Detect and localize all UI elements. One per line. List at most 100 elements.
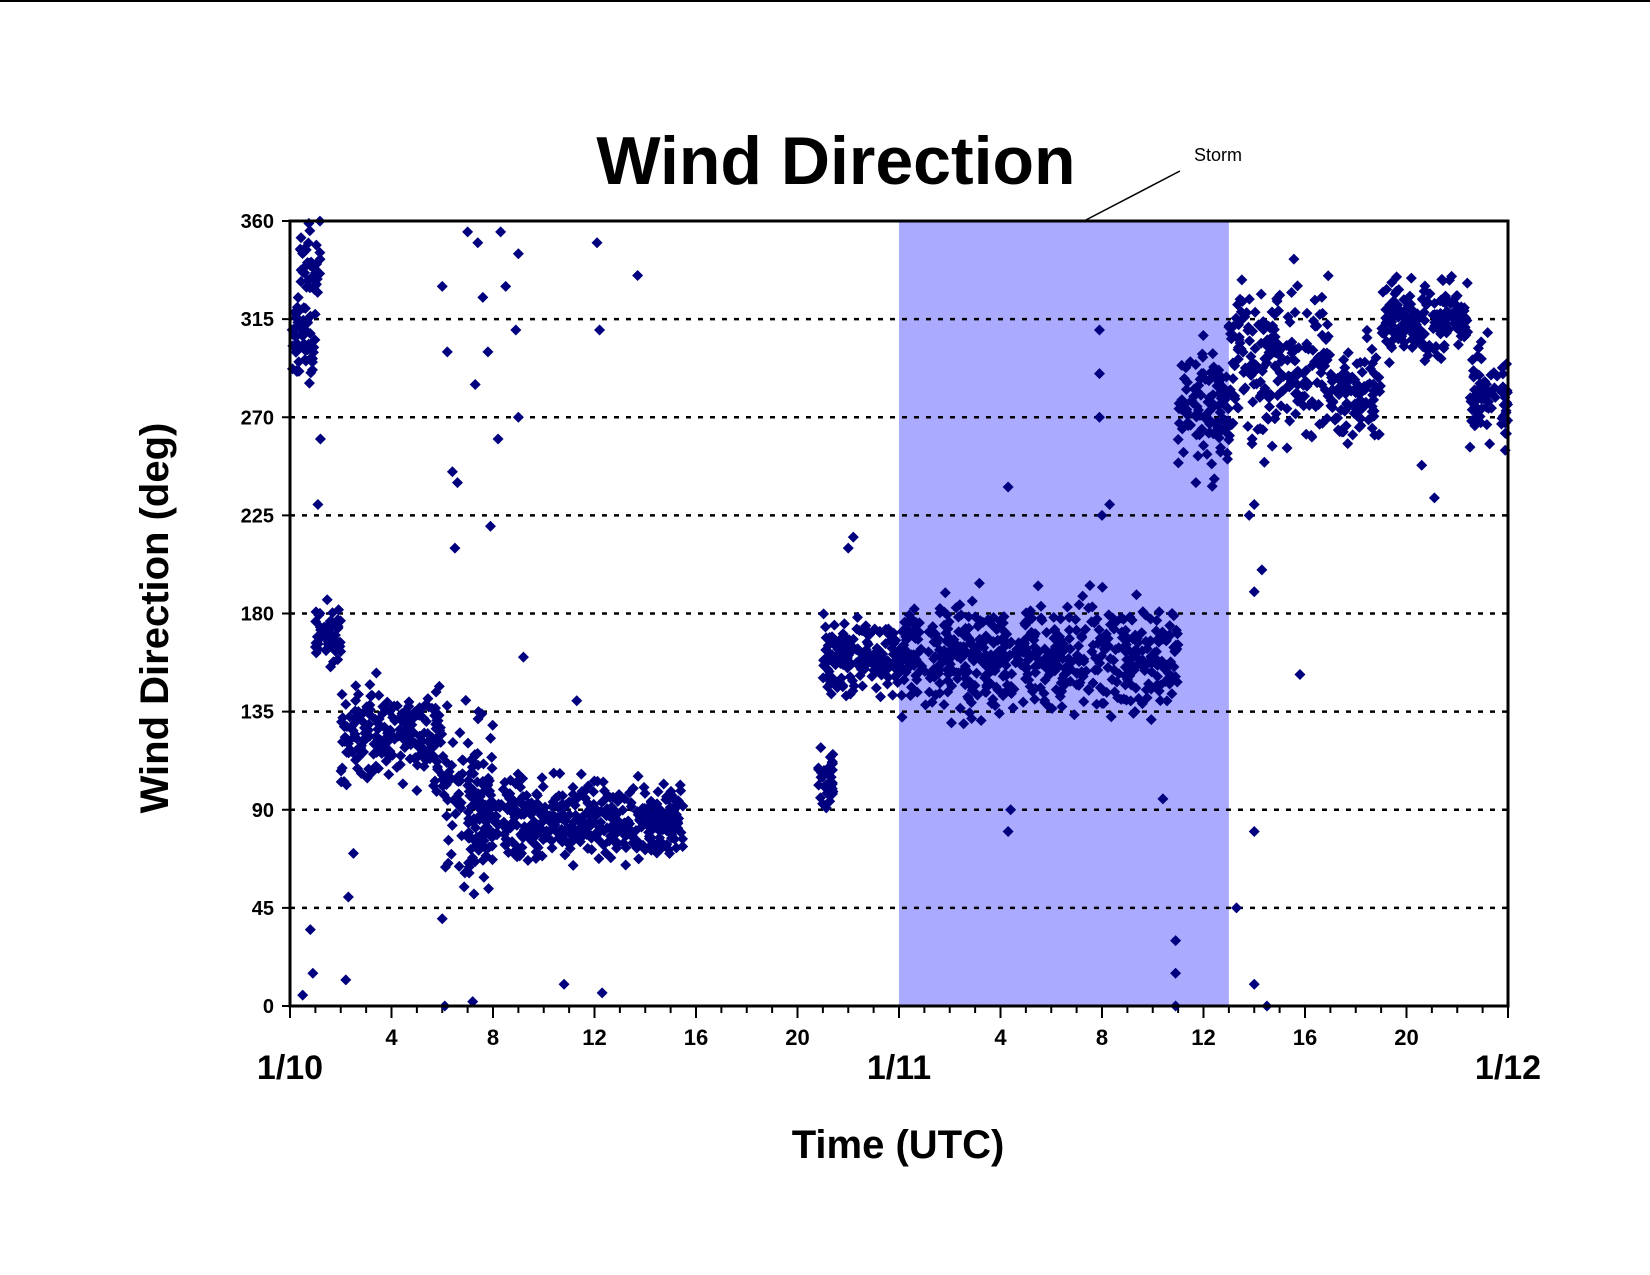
data-point [477,827,489,839]
data-point [825,688,837,700]
data-point [347,847,359,859]
data-point [601,822,613,834]
data-point [902,616,914,628]
data-point [929,628,941,640]
data-point [1258,456,1270,468]
data-point [1284,415,1296,427]
data-point [1039,674,1051,686]
data-point [1159,663,1171,675]
data-point [1338,354,1350,366]
data-point [1269,308,1281,320]
data-point [579,792,591,804]
data-point [310,239,322,251]
data-point [310,647,322,659]
data-point [1466,354,1478,366]
y-tick-label: 315 [241,309,274,331]
data-point [438,789,450,801]
data-point [304,924,316,936]
data-point [998,611,1010,623]
data-point [498,816,510,828]
data-point [1161,695,1173,707]
data-point [492,433,504,445]
data-point [332,654,344,666]
data-point [1204,426,1216,438]
data-point [627,782,639,794]
data-point [650,800,662,812]
data-point [1119,670,1131,682]
data-point [1247,396,1259,408]
data-point [446,819,458,831]
data-point [880,638,892,650]
data-point [822,640,834,652]
data-point [1222,403,1234,415]
data-point [372,723,384,735]
data-point [548,767,560,779]
data-point [394,711,406,723]
data-point [1177,446,1189,458]
data-point [658,778,670,790]
data-point [1266,440,1278,452]
data-point [463,857,475,869]
data-point [450,792,462,804]
data-point [536,772,548,784]
data-point [511,819,523,831]
y-axis-ticks: 0 45 90 135 180 225 270 315 360 [241,211,290,1018]
data-point [893,655,905,667]
data-point [1345,385,1357,397]
data-point [554,768,566,780]
data-point [567,781,579,793]
data-point [632,270,644,282]
data-point [826,764,838,776]
data-point [1339,405,1351,417]
data-point [310,267,322,279]
data-point [1288,369,1300,381]
data-point [460,694,472,706]
data-point [1387,321,1399,333]
y-axis-title: Wind Direction (deg) [133,423,177,814]
data-point [312,498,324,510]
data-point [516,830,528,842]
x-tick-label: 8 [487,1025,499,1050]
data-point [1234,337,1246,349]
y-tick-label: 135 [241,702,274,724]
data-point [1446,270,1458,282]
data-point [1026,685,1038,697]
data-point [1192,450,1204,462]
data-point [835,672,847,684]
data-point [388,700,400,712]
data-point [1010,657,1022,669]
data-point [470,822,482,834]
data-point [472,759,484,771]
data-point [901,646,913,658]
data-point [1429,317,1441,329]
data-point [1141,692,1153,704]
data-point [499,776,511,788]
data-point [815,792,827,804]
data-point [1419,315,1431,327]
data-point [1039,695,1051,707]
data-point [364,679,376,691]
data-point [677,800,689,812]
data-point [1309,294,1321,306]
data-point [594,324,606,336]
data-point [530,853,542,865]
data-point [1436,273,1448,285]
data-point [1049,625,1061,637]
data-point [1156,626,1168,638]
data-point [426,702,438,714]
data-point [1254,422,1266,434]
data-point [314,253,326,265]
data-point [1398,294,1410,306]
y-tick-label: 270 [241,407,274,429]
data-point [515,793,527,805]
data-point [1048,649,1060,661]
data-point [1418,306,1430,318]
data-point [478,871,490,883]
data-point [826,777,838,789]
data-point [844,671,856,683]
data-point [1142,658,1154,670]
data-point [1386,277,1398,289]
data-point [450,808,462,820]
scatter-points [286,215,1514,1012]
data-point [1286,347,1298,359]
